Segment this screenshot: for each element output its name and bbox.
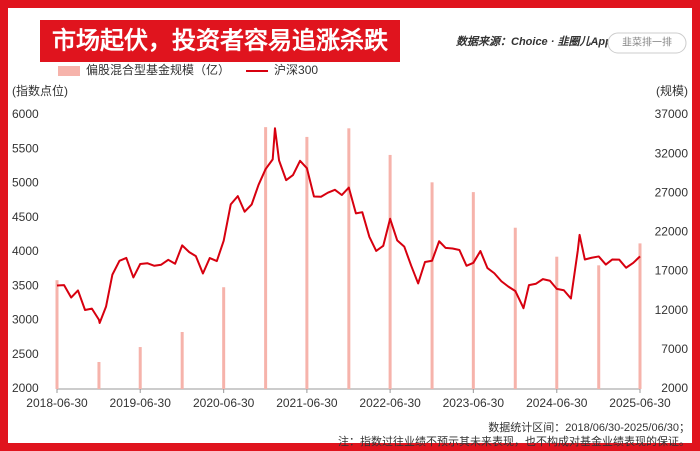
y2-tick-label: 32000 [655, 146, 689, 160]
footer-note: 注：指数过往业绩不预示其未来表现，也不构成对基金业绩表现的保证。 [338, 434, 690, 448]
bar [264, 127, 268, 390]
x-tick-label: 2025-06-30 [609, 396, 671, 410]
y2-tick-label: 37000 [655, 107, 689, 121]
bar [388, 154, 392, 389]
bar [138, 347, 142, 389]
legend-label: 偏股混合型基金规模（亿） [86, 62, 230, 77]
bar [513, 227, 517, 389]
x-tick-label: 2020-06-30 [193, 396, 255, 410]
bar [638, 243, 642, 389]
legend-bar [58, 66, 80, 76]
y-tick-label: 4000 [12, 244, 39, 258]
y-tick-label: 3000 [12, 313, 39, 327]
y2-tick-label: 22000 [655, 225, 689, 239]
y-tick-label: 4500 [12, 210, 39, 224]
x-tick-label: 2022-06-30 [359, 396, 421, 410]
title-box [40, 20, 400, 62]
search-placeholder: 韭菜排一排 [622, 36, 672, 49]
search-box[interactable] [607, 32, 687, 54]
source: 数据来源：Choice · 韭圈儿App [456, 35, 612, 48]
bar [597, 265, 601, 389]
y2-tick-label: 7000 [661, 342, 688, 356]
footer-range: 数据统计区间：2018/06/30-2025/06/30； [488, 420, 690, 434]
y2-axis-label: (规模) [656, 83, 688, 98]
y-tick-label: 5000 [12, 176, 39, 190]
bar [55, 280, 59, 389]
y-tick-label: 2500 [12, 347, 39, 361]
y-tick-label: 2000 [12, 381, 39, 395]
y2-tick-label: 12000 [655, 303, 689, 317]
legend-label: 沪深300 [274, 63, 318, 77]
y2-tick-label: 27000 [655, 185, 689, 199]
y2-tick-label: 2000 [661, 381, 688, 395]
bar [305, 136, 309, 389]
line [56, 127, 641, 324]
bar [430, 182, 434, 389]
chart-title: 市场起伏，投资者容易追涨杀跌 [52, 26, 389, 54]
y-tick-label: 3500 [12, 278, 39, 292]
bar [180, 332, 184, 389]
bar [97, 361, 101, 389]
x-tick-label: 2023-06-30 [443, 396, 505, 410]
x-tick-label: 2019-06-30 [110, 396, 172, 410]
y-tick-label: 5500 [12, 141, 39, 155]
x-tick-label: 2024-06-30 [526, 396, 588, 410]
bar [555, 256, 559, 389]
y2-tick-label: 17000 [655, 264, 689, 278]
x-tick-label: 2021-06-30 [276, 396, 338, 410]
y-tick-label: 6000 [12, 107, 39, 121]
bar [347, 128, 351, 389]
bar [222, 287, 226, 389]
y-axis-label: (指数点位) [12, 83, 68, 98]
bar [471, 192, 475, 389]
x-tick-label: 2018-06-30 [26, 396, 88, 410]
